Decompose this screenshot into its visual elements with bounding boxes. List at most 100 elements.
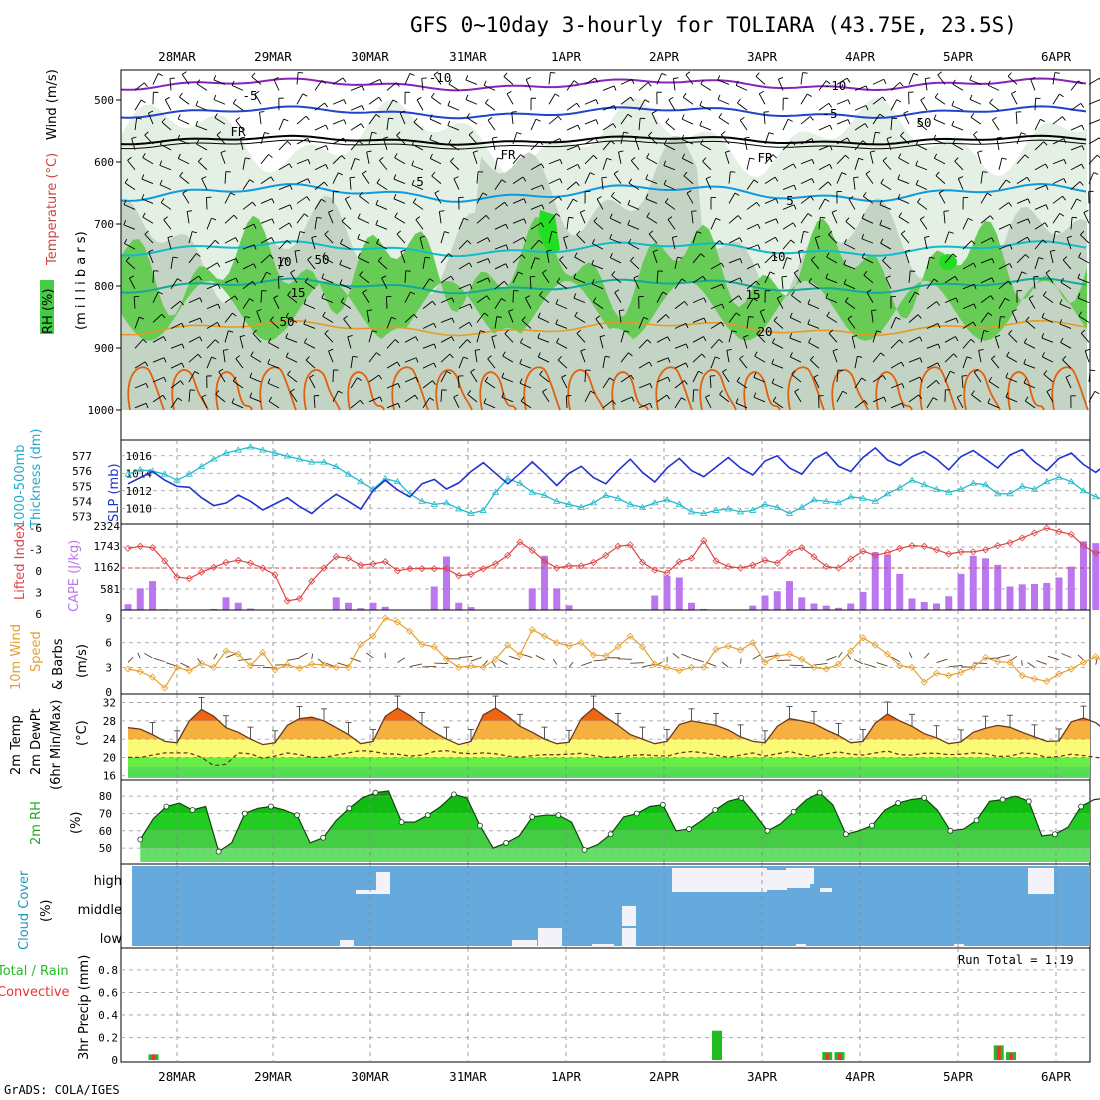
wind-speed-point xyxy=(957,668,965,676)
wind-speed-point xyxy=(271,666,279,674)
wind-barb xyxy=(656,336,668,343)
wind-barb-flag xyxy=(141,174,145,180)
wind-barb-flag xyxy=(287,290,292,296)
wind-barb xyxy=(242,223,255,230)
wind-barb-flag xyxy=(847,119,851,125)
cape-bar xyxy=(835,607,842,610)
wind-barb xyxy=(728,277,741,284)
wind-barb xyxy=(663,184,676,191)
wind-barb-flag xyxy=(649,383,653,389)
wind-barb-flag xyxy=(737,215,742,220)
wind-barb-flag xyxy=(159,179,163,185)
wind-barb xyxy=(773,320,784,329)
wind-barb-flag xyxy=(754,351,758,357)
wind-barb-flag xyxy=(665,314,670,319)
wind-barb xyxy=(368,132,373,145)
wind-barb-flag xyxy=(593,217,598,222)
wind-barb-flag xyxy=(756,329,761,335)
contour-label: 15 xyxy=(745,287,760,302)
surface-wind-barb xyxy=(908,652,913,659)
thickness-point xyxy=(295,455,304,462)
wind-barb-flag xyxy=(952,139,956,145)
surface-wind-barb xyxy=(153,657,165,663)
lifted-index-point xyxy=(871,551,879,559)
wind-barb xyxy=(671,237,676,250)
wind-barb-flag xyxy=(577,164,581,170)
wind-barb xyxy=(854,356,858,369)
wind-barb-flag xyxy=(793,204,797,210)
wind-speed-point xyxy=(173,663,181,671)
wind-barb-flag xyxy=(429,134,433,140)
wind-speed-point xyxy=(332,663,340,671)
rh-point xyxy=(947,827,954,834)
wind-barb-flag xyxy=(1023,358,1027,364)
lifted-index-point xyxy=(504,551,512,559)
wind-barb xyxy=(239,336,244,349)
wind-barb xyxy=(1008,333,1018,343)
wind-barb xyxy=(393,178,406,185)
wind-barb xyxy=(530,239,540,250)
rh-point xyxy=(346,805,353,812)
wind-barb-flag xyxy=(619,309,625,312)
wind-barb xyxy=(746,316,750,329)
wind-barb xyxy=(434,192,442,204)
wind-barb-flag xyxy=(933,114,937,120)
lifted-index-point xyxy=(577,562,585,570)
wind-barb xyxy=(970,117,982,125)
cloud-fill xyxy=(810,868,814,884)
wind-barb xyxy=(710,303,723,310)
wind-barb-flag xyxy=(321,198,326,203)
wind-barb-flag xyxy=(576,230,581,235)
cloud-fill xyxy=(672,868,767,892)
wind-barb xyxy=(920,99,928,111)
wind-barb xyxy=(476,237,488,244)
wind-barb-flag xyxy=(937,71,942,76)
wind-barb-flag xyxy=(249,298,254,302)
wind-barb xyxy=(807,303,820,310)
wind-barb xyxy=(366,151,370,164)
wind-barb xyxy=(599,336,604,349)
wind-barb-flag xyxy=(1066,235,1072,239)
wind-barb-flag xyxy=(627,199,631,205)
cape-bar xyxy=(553,588,561,610)
wind-barb-flag xyxy=(831,209,837,213)
wind-barb-flag xyxy=(378,96,383,102)
wind-barb xyxy=(692,353,703,363)
wind-barb xyxy=(782,222,794,230)
wind-barb xyxy=(1078,315,1090,323)
wind-barb-flag xyxy=(1005,392,1009,398)
wind-barb-flag xyxy=(807,319,811,325)
surface-wind-barb xyxy=(144,653,153,659)
wind-barb-flag xyxy=(409,73,415,76)
wind-barb xyxy=(440,317,453,323)
wind-barb xyxy=(159,164,172,171)
wind-barb-flag xyxy=(991,258,995,264)
rh-tick-label: 80 xyxy=(99,790,112,803)
wind-barb-flag xyxy=(726,349,732,351)
cape-bar xyxy=(1031,583,1038,610)
wind-barb-flag xyxy=(446,370,452,375)
wind-barb-flag xyxy=(233,214,238,220)
wind-barb xyxy=(861,238,874,244)
wind-barb-flag xyxy=(725,150,731,153)
wind-barb-flag xyxy=(307,159,311,165)
wind-speed-point xyxy=(467,662,475,670)
wind-barb xyxy=(396,135,406,145)
lifted-index-point xyxy=(173,573,181,581)
wind-barb xyxy=(548,158,561,165)
wind-barb xyxy=(1046,391,1054,403)
wind-barb-flag xyxy=(268,396,273,402)
wind-barb xyxy=(618,151,622,164)
wind-barb-flag xyxy=(798,249,804,252)
wind-barb-flag xyxy=(307,178,311,184)
wind-speed-point xyxy=(626,632,634,640)
wind-barb xyxy=(576,234,586,244)
lifted-index-point xyxy=(430,565,438,573)
wind-barb xyxy=(580,350,586,363)
thickness-point xyxy=(700,509,708,516)
wind-barb-flag xyxy=(231,398,235,404)
wind-barb xyxy=(602,158,608,170)
wind-barb xyxy=(458,283,471,290)
wind-barb-flag xyxy=(475,349,481,351)
rh-point xyxy=(842,831,849,838)
